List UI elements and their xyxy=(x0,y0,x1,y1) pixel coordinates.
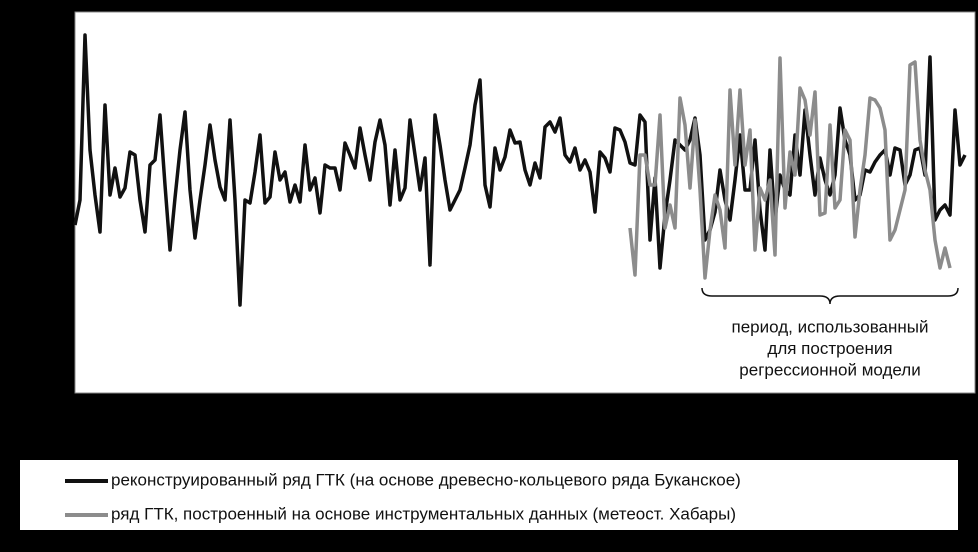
annotation: для построения xyxy=(767,339,892,358)
legend-label: ряд ГТК, построенный на основе инструмен… xyxy=(111,504,736,523)
annotation: регрессионной модели xyxy=(739,360,920,379)
legend-box xyxy=(20,460,958,530)
legend-label: реконструированный ряд ГТК (на основе др… xyxy=(111,470,741,489)
annotation: период, использованный xyxy=(732,317,929,336)
brace xyxy=(701,287,959,305)
series-line xyxy=(73,33,967,307)
series-line xyxy=(628,56,952,280)
